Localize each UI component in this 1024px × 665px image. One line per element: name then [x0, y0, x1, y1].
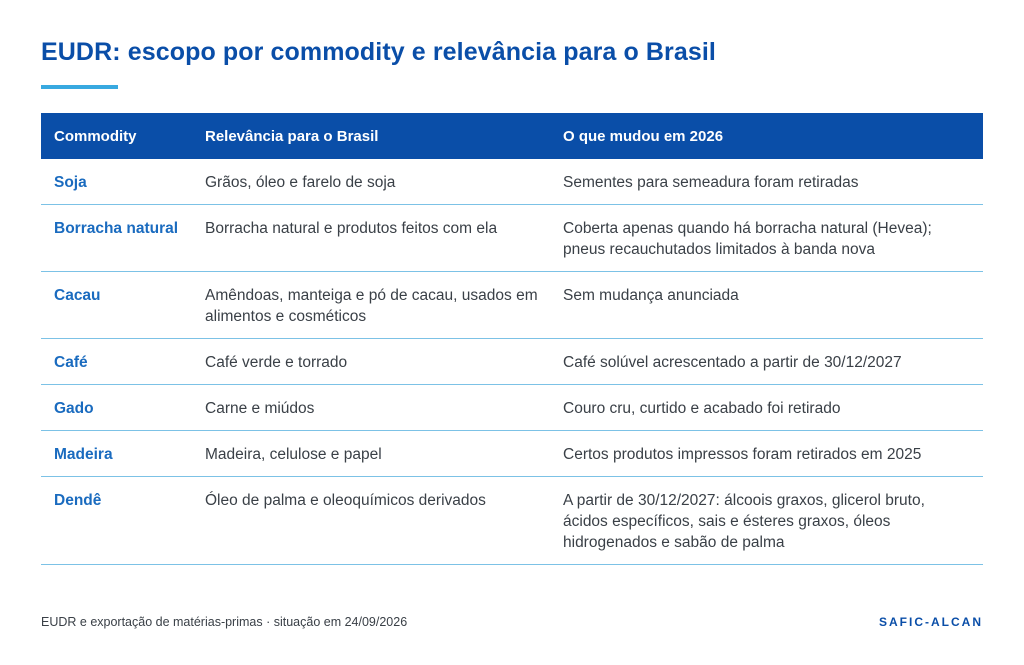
change-cell: Sem mudança anunciada — [550, 271, 983, 339]
change-cell: Sementes para semeadura foram retiradas — [550, 159, 983, 205]
relevance-cell: Carne e miúdos — [192, 384, 550, 431]
change-cell: Certos produtos impressos foram retirado… — [550, 430, 983, 477]
commodity-cell: Gado — [41, 384, 192, 431]
relevance-cell: Café verde e torrado — [192, 338, 550, 385]
change-cell: A partir de 30/12/2027: álcoois graxos, … — [550, 476, 983, 565]
table-row: Borracha natural Borracha natural e prod… — [41, 204, 983, 272]
commodity-table: Commodity Relevância para o Brasil O que… — [41, 113, 983, 565]
table-row: Gado Carne e miúdos Couro cru, curtido e… — [41, 384, 983, 431]
footer-source-note: EUDR e exportação de matérias-primas · s… — [41, 615, 408, 629]
table-row: Soja Grãos, óleo e farelo de soja Sement… — [41, 159, 983, 205]
header-change: O que mudou em 2026 — [563, 127, 724, 145]
change-cell: Café solúvel acrescentado a partir de 30… — [550, 338, 983, 385]
table-header-row: Commodity Relevância para o Brasil O que… — [41, 113, 983, 159]
header-relevance: Relevância para o Brasil — [205, 127, 379, 145]
relevance-cell: Óleo de palma e oleoquímicos derivados — [192, 476, 550, 565]
change-cell: Couro cru, curtido e acabado foi retirad… — [550, 384, 983, 431]
commodity-cell: Cacau — [41, 271, 192, 339]
table-row: Cacau Amêndoas, manteiga e pó de cacau, … — [41, 271, 983, 339]
commodity-cell: Madeira — [41, 430, 192, 477]
table-row: Madeira Madeira, celulose e papel Certos… — [41, 430, 983, 477]
change-cell: Coberta apenas quando há borracha natura… — [550, 204, 983, 272]
table-row: Café Café verde e torrado Café solúvel a… — [41, 338, 983, 385]
commodity-cell: Café — [41, 338, 192, 385]
commodity-cell: Dendê — [41, 476, 192, 565]
relevance-cell: Madeira, celulose e papel — [192, 430, 550, 477]
header-commodity: Commodity — [54, 127, 137, 145]
commodity-cell: Borracha natural — [41, 204, 192, 272]
relevance-cell: Borracha natural e produtos feitos com e… — [192, 204, 550, 272]
brand-wordmark: SAFIC-ALCAN — [879, 615, 983, 629]
relevance-cell: Amêndoas, manteiga e pó de cacau, usados… — [192, 271, 550, 339]
commodity-cell: Soja — [41, 159, 192, 205]
relevance-cell: Grãos, óleo e farelo de soja — [192, 159, 550, 205]
table-row: Dendê Óleo de palma e oleoquímicos deriv… — [41, 476, 983, 565]
page-title: EUDR: escopo por commodity e relevância … — [41, 38, 716, 66]
title-accent-bar — [41, 85, 118, 89]
